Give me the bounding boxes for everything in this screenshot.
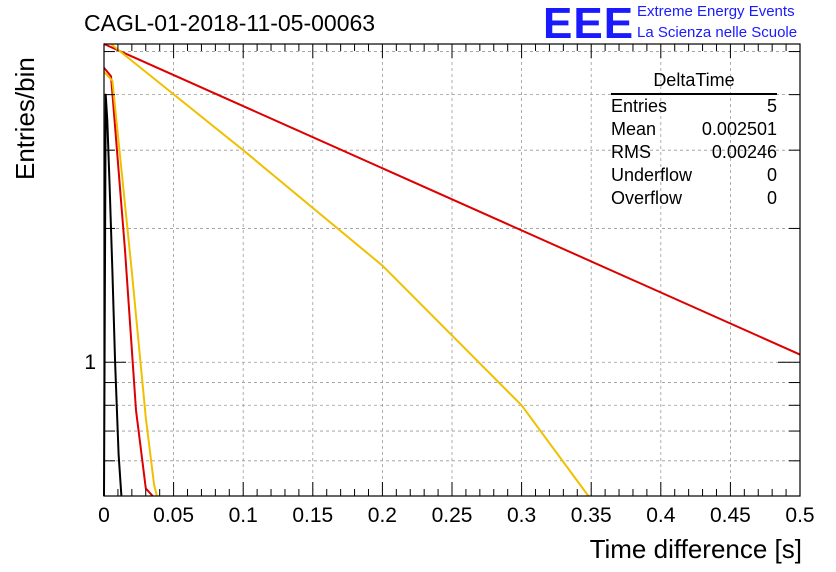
x-tick-label: 0.45: [710, 504, 751, 527]
stats-row-overflow: Overflow 0: [611, 187, 777, 210]
series-line-2: [103, 71, 158, 497]
x-tick-label: 0.5: [785, 504, 814, 527]
stats-label: Underflow: [611, 165, 693, 185]
x-tick-label: 0.05: [153, 504, 194, 527]
stats-row-entries: Entries 5: [611, 95, 777, 118]
stats-value: 0.002501: [701, 119, 777, 139]
plot-frame: [103, 43, 801, 497]
stats-label: RMS: [611, 142, 651, 162]
stats-row-underflow: Underflow 0: [611, 164, 777, 187]
chart-title: CAGL-01-2018-11-05-00063: [84, 10, 376, 36]
x-tick-label: 0.15: [292, 504, 333, 527]
logo-tagline-2: La Scienza nelle Scuole: [637, 24, 798, 41]
grid-lines: [104, 44, 800, 496]
stats-value: 0.00246: [711, 142, 777, 162]
x-tick-label: 0.4: [646, 504, 676, 527]
stats-label: Overflow: [611, 188, 683, 208]
stats-row-mean: Mean 0.002501: [611, 118, 777, 141]
series-line-4: [110, 43, 590, 497]
y-tick-labels: 1: [84, 351, 96, 374]
x-tick-label: 0.25: [432, 504, 473, 527]
y-tick-label: 1: [84, 351, 96, 374]
x-tick-label: 0.35: [571, 504, 612, 527]
series-line-0: [103, 93, 123, 497]
logo-tagline-1: Extreme Energy Events: [637, 3, 795, 20]
y-axis-label: Entries/bin: [10, 57, 40, 180]
series-line-3: [103, 43, 801, 356]
stats-value: 0: [766, 188, 777, 208]
x-tick-label: 0.1: [229, 504, 258, 527]
stats-label: Mean: [611, 119, 657, 139]
series-line-1: [103, 67, 154, 497]
eee-logo: EEE: [543, 0, 635, 48]
stats-box-title: DeltaTime: [611, 70, 777, 95]
stats-label: Entries: [611, 96, 668, 116]
stats-value: 5: [766, 96, 777, 116]
x-tick-labels: 0 0.05 0.1 0.15 0.2 0.25 0.3 0.35 0.4 0.45 0.5: [98, 504, 814, 527]
stats-row-rms: RMS 0.00246: [611, 141, 777, 164]
x-tick-label: 0.2: [368, 504, 397, 527]
x-axis-label: Time difference [s]: [589, 534, 802, 564]
x-tick-label: 0.3: [507, 504, 536, 527]
stats-box: DeltaTime Entries 5 Mean 0.002501 RMS 0.…: [611, 70, 777, 210]
x-tick-label: 0: [98, 504, 110, 527]
stats-value: 0: [766, 165, 777, 185]
